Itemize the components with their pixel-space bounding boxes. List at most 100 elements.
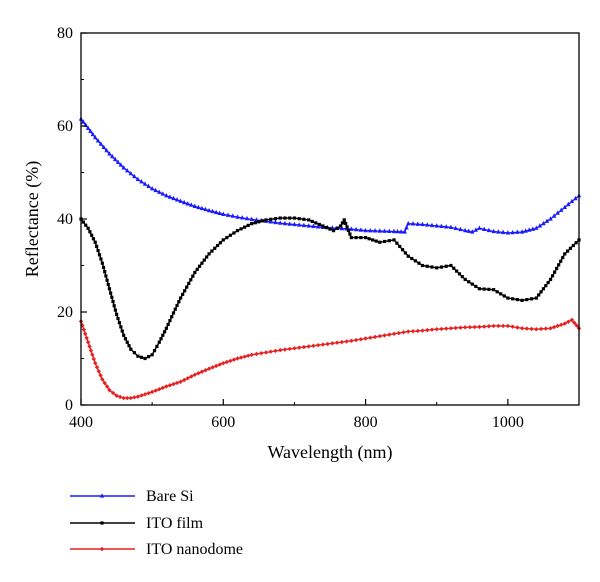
data-point: [368, 227, 373, 233]
data-point: [492, 288, 496, 292]
x-tick-label: 1000: [492, 414, 524, 431]
data-point: [157, 340, 161, 344]
data-point: [191, 274, 195, 278]
data-point: [203, 368, 208, 373]
legend-label: ITO film: [146, 515, 204, 532]
series-layer: [78, 116, 582, 401]
data-point: [91, 356, 97, 362]
data-point: [467, 280, 471, 284]
data-point: [354, 236, 358, 240]
data-point: [123, 337, 128, 341]
data-point: [139, 179, 144, 184]
data-point: [153, 388, 158, 393]
data-point: [231, 357, 237, 362]
data-point: [448, 326, 454, 331]
data-point: [173, 307, 177, 311]
data-point: [88, 230, 92, 234]
data-point: [557, 263, 561, 267]
data-point: [81, 220, 85, 224]
data-point: [166, 322, 170, 327]
data-point: [199, 369, 205, 374]
data-point: [185, 201, 190, 206]
data-point: [444, 264, 448, 268]
data-point: [259, 351, 264, 356]
data-point: [112, 304, 116, 308]
data-point: [566, 249, 570, 253]
data-point: [510, 324, 515, 329]
data-point: [110, 295, 114, 299]
data-point: [278, 220, 283, 225]
data-point: [398, 229, 404, 234]
data-point: [344, 339, 349, 344]
data-point: [511, 297, 515, 301]
data-point: [363, 336, 368, 341]
data-point: [395, 241, 399, 245]
data-point: [415, 221, 420, 226]
y-axis-title: Reflectance (%): [22, 161, 43, 277]
data-point: [225, 236, 229, 240]
data-point: [377, 228, 382, 233]
data-point: [572, 320, 577, 325]
data-point: [96, 369, 101, 374]
data-point: [439, 223, 444, 229]
data-point: [132, 351, 136, 355]
data-point: [487, 287, 491, 291]
data-point: [410, 256, 414, 261]
data-point: [368, 335, 373, 340]
legend: Bare Si ITO film ITO nanodome: [70, 488, 243, 558]
data-point: [99, 257, 103, 261]
data-point: [515, 325, 520, 330]
data-point: [529, 297, 534, 301]
data-point: [282, 220, 288, 226]
data-point: [395, 228, 400, 234]
data-point: [452, 266, 456, 270]
data-point: [197, 264, 202, 268]
data-point: [146, 355, 151, 359]
data-point: [301, 344, 307, 350]
data-point: [269, 217, 273, 221]
data-point: [538, 326, 544, 332]
legend-label: ITO nanodome: [146, 541, 243, 558]
data-point: [325, 341, 330, 347]
data-point: [164, 384, 169, 389]
data-point: [561, 255, 565, 260]
data-point: [106, 282, 110, 287]
data-point: [296, 222, 302, 227]
data-point: [278, 347, 283, 353]
data-point: [178, 379, 183, 384]
y-tick-label: 80: [57, 25, 73, 42]
data-point: [534, 296, 538, 300]
data-point: [486, 324, 492, 329]
data-point: [206, 366, 212, 371]
data-point: [110, 390, 116, 396]
data-point: [187, 281, 191, 286]
data-point: [335, 226, 339, 230]
data-point: [95, 138, 101, 143]
data-point: [463, 277, 467, 282]
data-point: [104, 147, 109, 153]
data-point: [398, 244, 402, 249]
data-point: [404, 225, 409, 230]
data-point: [132, 395, 137, 400]
data-point: [171, 195, 176, 201]
data-point: [500, 323, 506, 329]
data-point: [466, 228, 471, 233]
data-point: [175, 303, 179, 308]
data-point: [157, 189, 162, 194]
data-point: [505, 230, 511, 235]
data-point: [85, 125, 91, 130]
data-point: [519, 229, 525, 234]
data-point: [429, 222, 435, 228]
data-point: [434, 223, 439, 228]
data-point: [420, 328, 425, 333]
data-point: [193, 270, 197, 275]
data-point: [453, 225, 458, 231]
data-point: [150, 353, 154, 357]
data-point: [457, 272, 462, 276]
data-point: [292, 346, 297, 351]
data-point: [228, 233, 232, 237]
data-point: [205, 255, 209, 259]
data-point: [339, 225, 345, 231]
data-point: [425, 264, 429, 268]
data-point: [566, 319, 571, 324]
